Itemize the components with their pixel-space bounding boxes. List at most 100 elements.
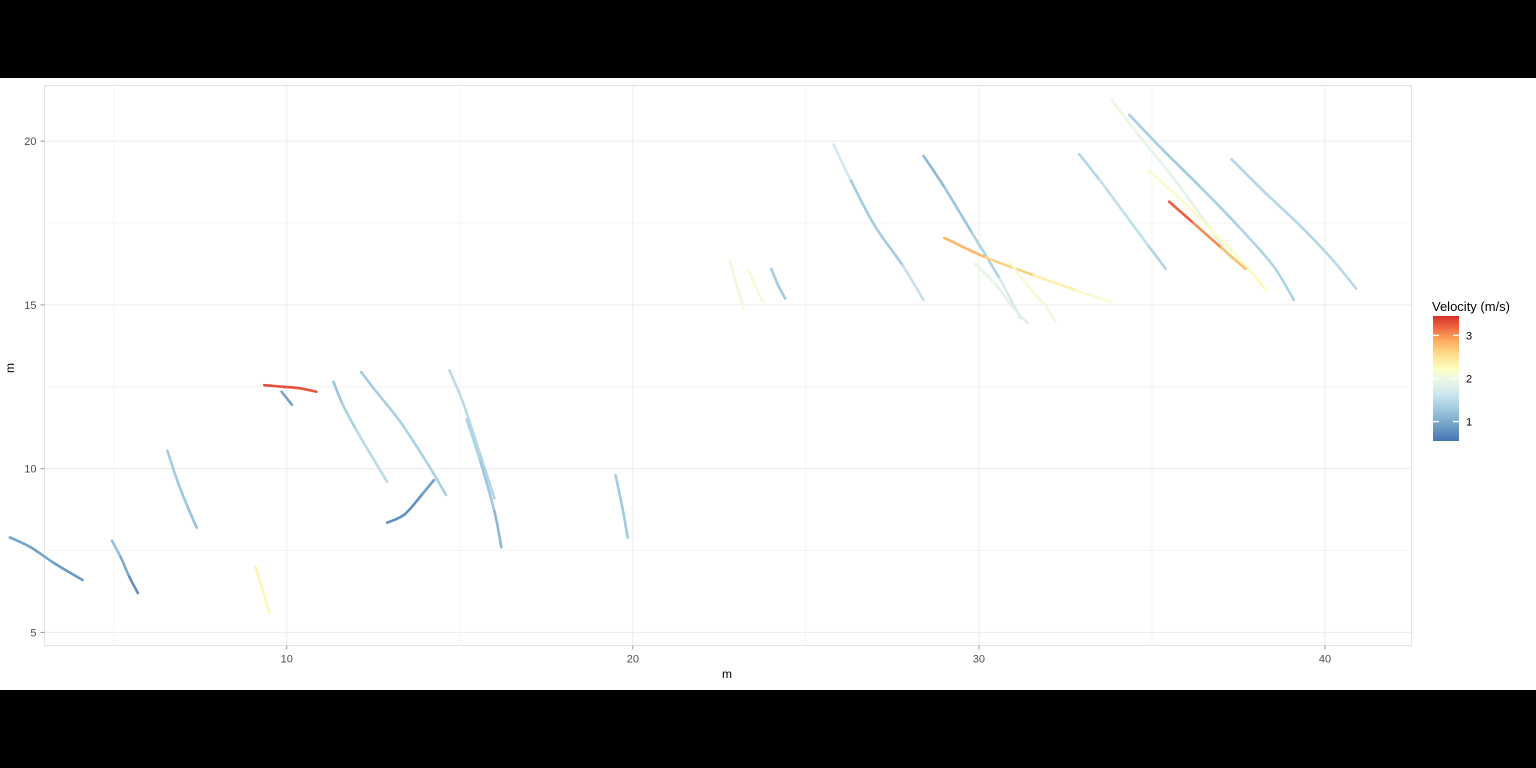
trajectory-segment bbox=[873, 225, 905, 267]
trajectory-segment bbox=[1128, 113, 1164, 151]
trajectory-segment bbox=[1199, 185, 1240, 228]
trajectory-segment bbox=[1219, 246, 1247, 271]
trajectory-track bbox=[747, 269, 764, 303]
trajectory-segment bbox=[1147, 169, 1181, 200]
trajectory-segment bbox=[403, 493, 424, 516]
trajectory-segment bbox=[984, 256, 1036, 277]
trajectory-track bbox=[1008, 261, 1057, 323]
trajectory-segment bbox=[1167, 200, 1195, 225]
trajectory-track bbox=[832, 143, 925, 302]
trajectory-segment bbox=[832, 143, 853, 182]
trajectory-segment bbox=[8, 536, 32, 549]
trajectory-segment bbox=[371, 457, 389, 484]
trajectory-track bbox=[280, 390, 294, 407]
trajectory-segment bbox=[1212, 231, 1247, 267]
trajectory-segment bbox=[479, 460, 496, 513]
y-tick-label: 15 bbox=[24, 300, 36, 312]
trajectory-segment bbox=[119, 555, 131, 579]
trajectory-segment bbox=[728, 259, 738, 287]
colorbar-tick-label: 3 bbox=[1466, 330, 1472, 342]
trajectory-track bbox=[110, 539, 140, 595]
plot-panel bbox=[44, 85, 1412, 646]
trajectory-segment bbox=[493, 509, 503, 549]
trajectory-segment bbox=[1026, 283, 1046, 307]
y-tick-label: 5 bbox=[30, 627, 36, 639]
trajectory-track bbox=[943, 236, 1112, 303]
trajectory-segment bbox=[127, 575, 140, 595]
trajectory-track bbox=[1230, 157, 1358, 290]
figure-canvas: 10 20 30 40 5 10 15 20 m m Velocity (m/s) 3 2 1 bbox=[0, 78, 1536, 690]
colorbar-tick-label: 2 bbox=[1466, 374, 1472, 386]
trajectory-segment bbox=[261, 588, 271, 615]
x-tick-label: 40 bbox=[1319, 654, 1331, 666]
trajectory-track bbox=[8, 536, 84, 582]
trajectory-segment bbox=[281, 385, 302, 390]
trajectory-segment bbox=[262, 383, 285, 389]
trajectory-segment bbox=[166, 449, 180, 484]
trajectory-segment bbox=[747, 269, 757, 289]
trajectory-segment bbox=[1098, 179, 1126, 215]
y-tick-label: 20 bbox=[24, 136, 36, 148]
trajectory-track bbox=[974, 262, 1029, 325]
y-axis: 5 10 15 20 bbox=[24, 136, 45, 639]
trajectory-track bbox=[614, 473, 629, 539]
trajectory-track bbox=[448, 369, 496, 500]
trajectory-segment bbox=[1230, 157, 1264, 192]
trajectory-segment bbox=[1161, 148, 1202, 189]
trajectory-track bbox=[1128, 113, 1296, 302]
trajectory-track bbox=[1167, 200, 1247, 271]
trajectory-track bbox=[359, 370, 448, 497]
trajectory-segment bbox=[332, 380, 344, 405]
trajectory-segment bbox=[176, 480, 190, 510]
trajectory-chart: 10 20 30 40 5 10 15 20 m m Velocity (m/s) 3 2 1 bbox=[3, 85, 1510, 681]
trajectory-track bbox=[385, 478, 436, 524]
trajectory-segment bbox=[29, 545, 57, 565]
trajectory-segment bbox=[448, 369, 465, 405]
trajectory-segment bbox=[299, 387, 318, 393]
trajectory-segment bbox=[373, 388, 403, 425]
trajectory-segment bbox=[776, 283, 787, 300]
colorbar-ticks: 3 2 1 bbox=[1433, 330, 1472, 429]
x-axis: 10 20 30 40 bbox=[281, 645, 1331, 666]
trajectory-segment bbox=[1192, 221, 1223, 249]
trajectory-segment bbox=[385, 513, 406, 524]
trajectory-track bbox=[332, 380, 389, 484]
trajectory-track bbox=[728, 259, 745, 310]
trajectory-track bbox=[166, 449, 199, 529]
trajectory-segment bbox=[1032, 274, 1078, 292]
x-tick-label: 20 bbox=[627, 654, 639, 666]
trajectory-segment bbox=[354, 428, 375, 461]
trajectory-track bbox=[254, 565, 271, 615]
legend-title: Velocity (m/s) bbox=[1432, 299, 1510, 314]
trajectory-segment bbox=[427, 464, 448, 497]
trajectory-segment bbox=[53, 562, 84, 582]
trajectory-segment bbox=[943, 236, 988, 259]
y-axis-title: m bbox=[3, 363, 17, 373]
trajectory-segment bbox=[943, 185, 974, 235]
legend-colorbar[interactable]: Velocity (m/s) 3 2 1 bbox=[1432, 299, 1510, 441]
trajectory-segment bbox=[340, 401, 358, 431]
trajectory-traces bbox=[8, 98, 1358, 615]
trajectory-segment bbox=[399, 421, 430, 467]
colorbar-tick-label: 1 bbox=[1466, 417, 1472, 429]
trajectory-segment bbox=[994, 283, 1015, 310]
trajectory-segment bbox=[285, 396, 294, 407]
trajectory-segment bbox=[479, 454, 496, 500]
trajectory-segment bbox=[1330, 257, 1358, 290]
trajectory-segment bbox=[1074, 288, 1112, 303]
trajectory-segment bbox=[614, 473, 624, 510]
trajectory-segment bbox=[1122, 211, 1150, 248]
trajectory-segment bbox=[254, 565, 264, 592]
trajectory-track bbox=[769, 267, 787, 300]
trajectory-segment bbox=[465, 418, 482, 464]
trajectory-track bbox=[1077, 152, 1168, 271]
trajectory-segment bbox=[901, 264, 925, 302]
major-gridlines bbox=[44, 85, 1412, 646]
trajectory-segment bbox=[1299, 225, 1334, 261]
trajectory-segment bbox=[1110, 98, 1140, 136]
y-tick-label: 10 bbox=[24, 464, 36, 476]
x-axis-title: m bbox=[722, 667, 732, 681]
trajectory-segment bbox=[110, 539, 122, 559]
trajectory-track bbox=[262, 383, 318, 393]
